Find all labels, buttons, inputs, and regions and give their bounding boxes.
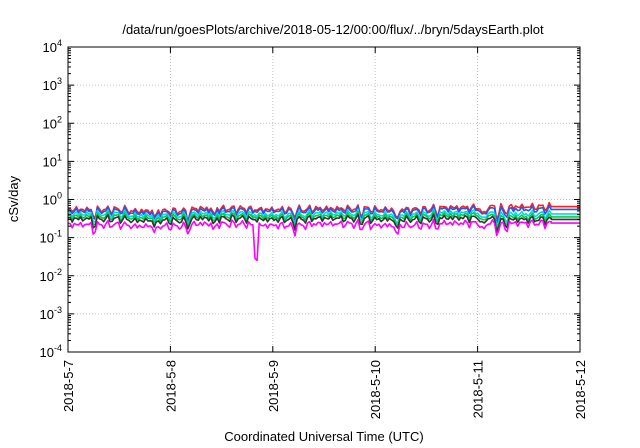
y-axis: 10-4 10-3 10-2 10-1 100 101 102 103 104 [40,38,580,360]
y-tick-label: 101 [43,152,62,169]
chart-title: /data/run/goesPlots/archive/2018-05-12/0… [122,22,544,37]
x-tick-label: 2018-5-9 [266,360,281,412]
series-line [67,213,580,234]
y-tick-label: 10-2 [40,267,62,284]
series-group [67,201,580,262]
x-axis: 2018-5-7 2018-5-8 2018-5-9 2018-5-10 2018-5-… [61,47,588,419]
y-tick-label: 104 [43,38,62,55]
y-tick-label: 10-4 [40,343,62,360]
series-line [67,218,580,262]
y-tick-label: 10-3 [40,305,62,322]
y-tick-label: 100 [43,191,62,208]
x-tick-label: 2018-5-12 [573,360,588,419]
x-tick-label: 2018-5-11 [471,360,486,418]
y-tick-label: 10-1 [40,229,62,246]
x-axis-label: Coordinated Universal Time (UTC) [224,429,423,444]
series-line [67,204,580,225]
y-tick-label: 102 [43,114,62,131]
y-tick-label: 103 [43,76,62,93]
y-axis-label: cSv/day [6,175,21,222]
grid [68,47,580,352]
x-tick-label: 2018-5-7 [61,360,76,412]
x-tick-label: 2018-5-8 [163,360,178,412]
x-tick-label: 2018-5-10 [368,360,383,419]
